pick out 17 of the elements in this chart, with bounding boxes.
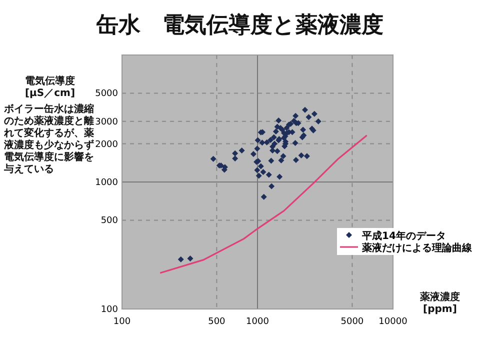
y-tick-label: 3000 <box>95 117 118 128</box>
legend-label: 薬液だけによる理論曲線 <box>361 242 473 254</box>
x-axis-title: 薬液濃度 [ppm] <box>419 291 460 315</box>
text: ボイラー缶水は濃縮のため薬液濃度と離れて変化するが、薬液濃度も少なからず電気伝導度に影響を与えている <box>3 103 94 175</box>
x-tick-label: 500 <box>208 317 226 327</box>
x-tick-label: 5000 <box>340 317 364 327</box>
x-tick-label: 1000 <box>246 317 270 327</box>
x-tick-label: 10000 <box>378 317 408 327</box>
legend-label: 平成14年のデータ <box>361 230 446 242</box>
y-tick-label: 100 <box>100 305 118 315</box>
y-tick-label: 1000 <box>95 178 118 188</box>
y-axis-title: 電気伝導度 [μS／cm] <box>24 75 76 99</box>
x-tick-label: 100 <box>113 317 131 327</box>
y-tick-label: 2000 <box>95 140 118 150</box>
y-tick-label: 500 <box>100 216 118 226</box>
chart-title: 缶水 電気伝導度と薬液濃度 <box>96 12 384 38</box>
y-tick-label: 5000 <box>95 89 118 100</box>
